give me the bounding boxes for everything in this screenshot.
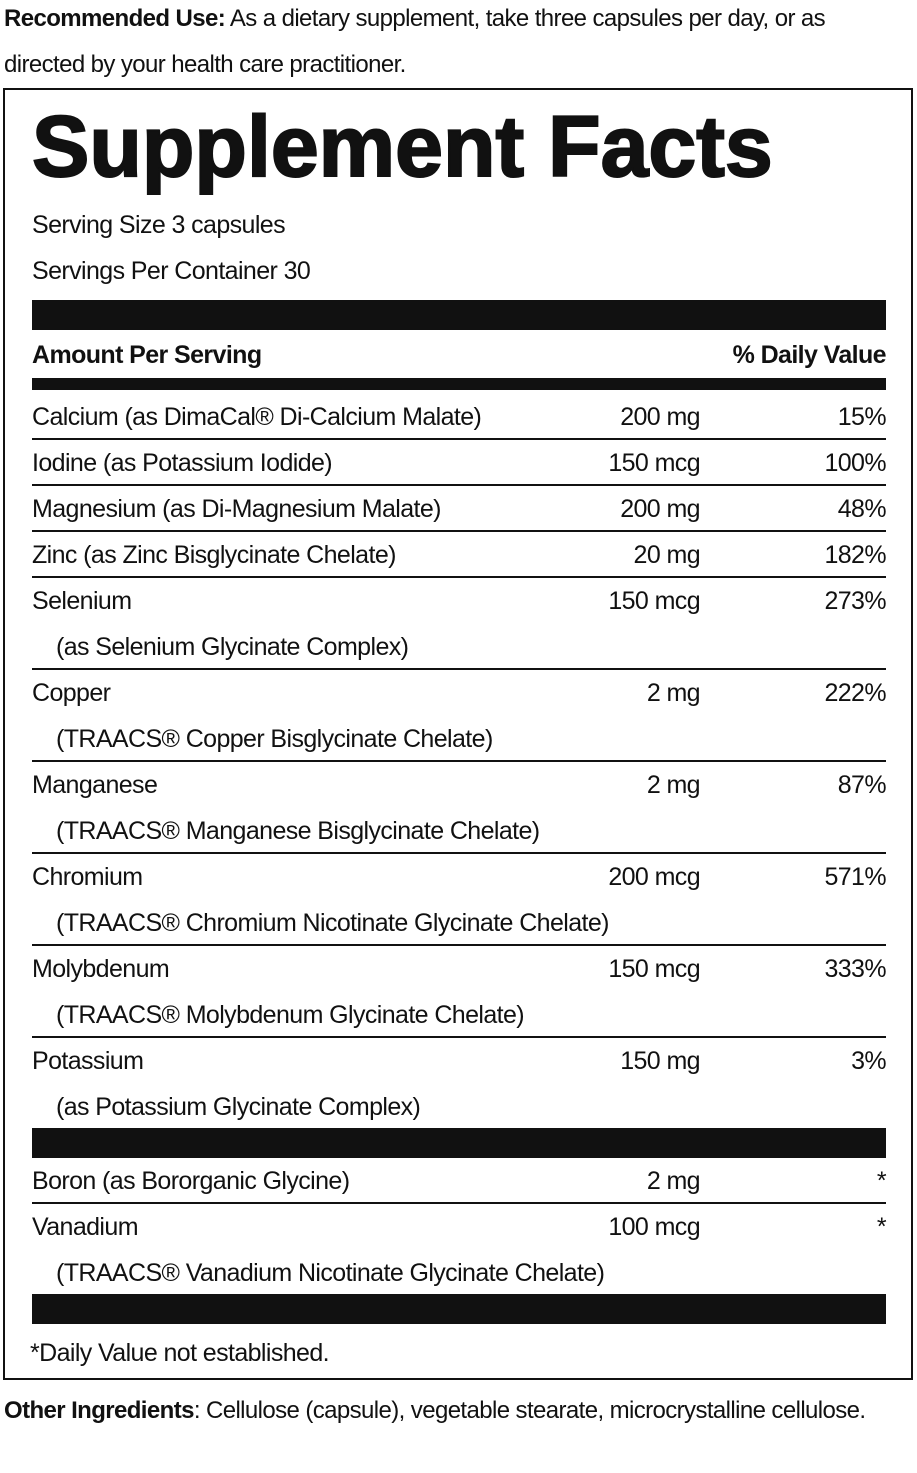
footnote: *Daily Value not established. [30, 1339, 330, 1367]
amount: 150 mcg [608, 449, 700, 477]
separator-bar [32, 1128, 886, 1158]
nutrient-group: Boron (as Bororganic Glycine) 2 mg * Vanadi… [32, 1158, 887, 1296]
nutrient-row: Potassium (as Potassium Glycinate Complex… [32, 1038, 887, 1130]
nutrient-row: Zinc (as Zinc Bisglycinate Chelate) 20 mg… [32, 532, 887, 578]
nutrient-row: Chromium (TRAACS® Chromium Nicotinate Gly… [32, 854, 887, 946]
daily-value: 48% [837, 495, 887, 523]
label: Recommended Use: [4, 5, 226, 32]
daily-value: 100% [824, 449, 886, 477]
facts-content: Supplement Facts Serving Size 3 capsules… [30, 90, 887, 1376]
dv-header: % Daily Value [732, 341, 887, 369]
serving-size: Serving Size 3 capsules [32, 211, 286, 239]
nutrient-group: Calcium (as DimaCal® Di-Calcium Malate) 2… [32, 394, 887, 1130]
daily-value: 87% [837, 771, 887, 799]
nutrient-detail: (TRAACS® Molybdenum Glycinate Chelate) [56, 1001, 525, 1029]
text: As a dietary supplement, take three caps… [4, 5, 826, 78]
nutrient-name: Selenium [32, 587, 132, 615]
nutrient-name: Chromium [32, 863, 143, 891]
daily-value: * [876, 1167, 887, 1195]
amount: 20 mg [633, 541, 701, 569]
daily-value: 222% [824, 679, 886, 707]
facts-title: Supplement Facts [31, 98, 774, 196]
nutrient-row: Magnesium (as Di-Magnesium Malate) 200 mg… [32, 486, 887, 532]
nutrient-detail: (TRAACS® Copper Bisglycinate Chelate) [56, 725, 493, 753]
nutrient-row: Vanadium (TRAACS® Vanadium Nicotinate Gly… [32, 1204, 887, 1296]
nutrient-row: Manganese (TRAACS® Manganese Bisglycinate… [32, 762, 887, 854]
amount: 200 mg [620, 403, 700, 431]
recommended-use: Recommended Use: As a dietary supplement… [4, 0, 909, 88]
daily-value: 571% [824, 863, 886, 891]
amount: 150 mcg [608, 955, 700, 983]
nutrient-row: Molybdenum (TRAACS® Molybdenum Glycinate … [32, 946, 887, 1038]
nutrient-detail: (as Selenium Glycinate Complex) [56, 633, 409, 661]
amount: 200 mcg [608, 863, 700, 891]
amount: 2 mg [646, 771, 701, 799]
nutrient-row: Selenium (as Selenium Glycinate Complex) 1… [32, 578, 887, 670]
nutrient-row: Calcium (as DimaCal® Di-Calcium Malate) 2… [32, 394, 887, 440]
other-ingredients: Other Ingredients: Cellulose (capsule), … [4, 1388, 909, 1434]
nutrient-detail: (TRAACS® Chromium Nicotinate Glycinate C… [56, 909, 610, 937]
amount: 2 mg [646, 679, 701, 707]
daily-value: 3% [851, 1047, 887, 1075]
daily-value: 15% [837, 403, 887, 431]
nutrient-name: Manganese [32, 771, 158, 799]
nutrient-row: Iodine (as Potassium Iodide) 150 mcg 100% [32, 440, 887, 486]
nutrient-detail: (TRAACS® Vanadium Nicotinate Glycinate C… [56, 1259, 605, 1287]
daily-value: 182% [824, 541, 886, 569]
amount-header: Amount Per Serving [32, 341, 262, 369]
amount: 100 mcg [608, 1213, 700, 1241]
nutrient-name: Iodine (as Potassium Iodide) [32, 449, 333, 477]
nutrient-name: Calcium (as DimaCal® Di-Calcium Malate) [32, 403, 482, 431]
amount: 200 mg [620, 495, 700, 523]
nutrient-name: Molybdenum [32, 955, 170, 983]
servings-per-container: Servings Per Container 30 [32, 257, 311, 285]
nutrient-detail: (TRAACS® Manganese Bisglycinate Chelate) [56, 817, 540, 845]
amount: 150 mg [620, 1047, 700, 1075]
nutrient-name: Magnesium (as Di-Magnesium Malate) [32, 495, 442, 523]
nutrient-detail: (as Potassium Glycinate Complex) [56, 1093, 421, 1121]
facts-panel: Supplement Facts Serving Size 3 capsules… [3, 88, 913, 1380]
text: : Cellulose (capsule), vegetable stearat… [193, 1397, 866, 1424]
nutrient-name: Zinc (as Zinc Bisglycinate Chelate) [32, 541, 396, 569]
column-header: Amount Per Serving % Daily Value [32, 332, 887, 378]
separator-bar [32, 1296, 886, 1324]
separator-bar [32, 300, 886, 330]
amount: 150 mcg [608, 587, 700, 615]
amount: 2 mg [646, 1167, 701, 1195]
daily-value: 273% [824, 587, 886, 615]
nutrient-name: Copper [32, 679, 111, 707]
nutrient-row: Boron (as Bororganic Glycine) 2 mg * [32, 1158, 887, 1204]
nutrient-name: Boron (as Bororganic Glycine) [32, 1167, 350, 1195]
daily-value: 333% [824, 955, 886, 983]
nutrient-name: Potassium [32, 1047, 144, 1075]
label: Other Ingredients [4, 1397, 194, 1424]
nutrient-name: Vanadium [32, 1213, 139, 1241]
daily-value: * [876, 1213, 887, 1241]
separator-bar [32, 378, 886, 390]
nutrient-row: Copper (TRAACS® Copper Bisglycinate Chela… [32, 670, 887, 762]
